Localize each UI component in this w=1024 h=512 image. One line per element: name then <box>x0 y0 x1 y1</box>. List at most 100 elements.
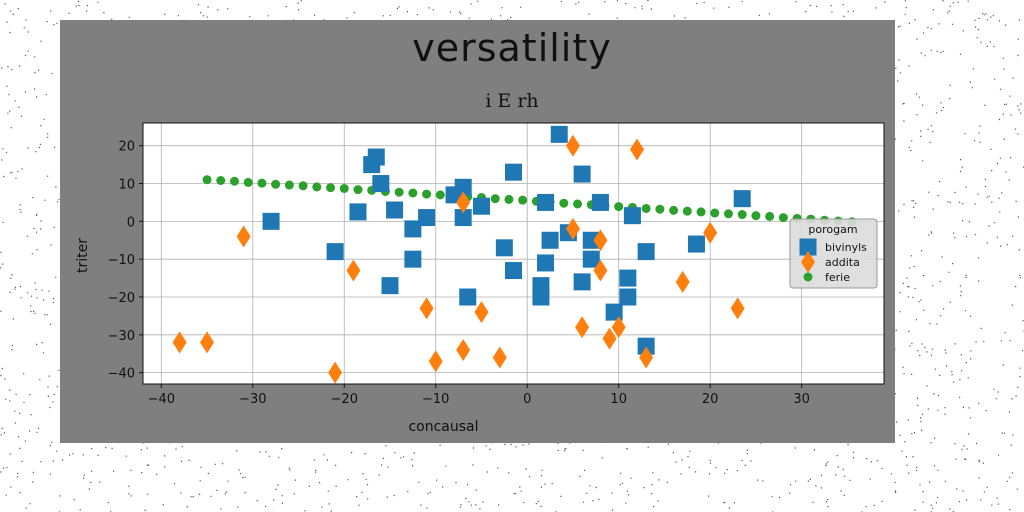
y-tick-label: 20 <box>118 140 135 155</box>
data-point-ferie <box>284 180 294 190</box>
data-point-ferie <box>559 198 569 208</box>
data-point-addita <box>419 297 434 320</box>
data-point-bivinyls <box>582 250 600 268</box>
data-point-addita <box>593 259 608 282</box>
data-point-ferie <box>298 181 308 191</box>
data-point-ferie <box>216 175 226 185</box>
data-point-ferie <box>504 194 514 204</box>
data-point-ferie <box>518 195 528 205</box>
legend-box <box>789 218 878 289</box>
data-point-ferie <box>710 208 720 218</box>
x-axis-label: concausal <box>408 419 478 435</box>
data-point-ferie <box>271 179 281 189</box>
series-bivinyls <box>262 125 751 355</box>
data-point-bivinyls <box>733 190 751 208</box>
data-point-addita <box>474 301 489 324</box>
data-point-addita <box>456 191 471 214</box>
x-tick-label: 10 <box>610 392 627 407</box>
data-point-ferie <box>765 211 775 221</box>
y-tick-label: 10 <box>118 178 135 193</box>
data-point-addita <box>630 138 644 161</box>
data-point-ferie <box>408 188 418 198</box>
data-point-addita <box>703 221 718 244</box>
legend: porogam bivinyls addita ferie <box>789 218 878 289</box>
y-tick-label: −10 <box>108 253 135 268</box>
data-point-ferie <box>422 189 432 199</box>
data-point-bivinyls <box>550 125 568 143</box>
x-tick-label: −40 <box>148 392 175 407</box>
legend-title: porogam <box>808 223 857 236</box>
legend-marker-ferie <box>803 272 813 282</box>
data-point-ferie <box>751 211 761 221</box>
data-point-ferie <box>655 204 665 214</box>
data-point-ferie <box>614 202 624 212</box>
legend-marker-addita <box>801 251 815 273</box>
data-point-ferie <box>229 176 239 186</box>
x-tick-label: −30 <box>239 392 266 407</box>
data-point-bivinyls <box>532 277 550 295</box>
data-point-addita <box>565 217 580 240</box>
data-point-bivinyls <box>573 165 591 183</box>
data-point-ferie <box>339 183 349 193</box>
data-point-bivinyls <box>591 193 609 211</box>
plot-area <box>143 123 884 384</box>
y-tick-label: 0 <box>127 215 135 230</box>
data-point-ferie <box>490 194 500 204</box>
data-point-bivinyls <box>349 203 367 221</box>
x-tick-label: −10 <box>422 392 449 407</box>
data-point-addita <box>639 346 654 369</box>
legend-label: bivinyls <box>825 241 867 254</box>
data-point-bivinyls <box>459 288 477 306</box>
data-point-ferie <box>573 199 583 209</box>
data-point-addita <box>593 229 608 252</box>
data-point-bivinyls <box>505 262 522 280</box>
data-point-bivinyls <box>637 243 655 261</box>
data-point-bivinyls <box>454 209 472 227</box>
data-point-bivinyls <box>495 239 513 257</box>
y-tick-label: −30 <box>108 329 135 344</box>
data-point-addita <box>565 134 580 157</box>
data-point-bivinyls <box>573 273 591 291</box>
data-point-bivinyls <box>582 231 600 249</box>
data-point-bivinyls <box>262 212 280 230</box>
legend-label: addita <box>825 256 860 269</box>
data-point-ferie <box>257 178 267 188</box>
data-point-bivinyls <box>505 163 522 181</box>
data-point-bivinyls <box>619 288 637 306</box>
data-point-bivinyls <box>637 337 655 355</box>
data-point-bivinyls <box>687 235 705 253</box>
data-point-ferie <box>202 175 212 185</box>
x-tick-label: 20 <box>702 392 719 407</box>
legend-marker-bivinyls <box>799 238 817 256</box>
y-axis-label: triter <box>75 238 91 273</box>
data-point-bivinyls <box>326 243 344 261</box>
data-point-bivinyls <box>404 220 422 238</box>
data-point-addita <box>346 259 361 282</box>
y-tick-label: −20 <box>108 291 135 306</box>
data-point-addita <box>675 270 690 293</box>
chart-subtitle: i E rh <box>485 90 539 112</box>
data-point-addita <box>236 225 251 248</box>
data-point-ferie <box>394 187 404 197</box>
data-point-ferie <box>312 182 322 192</box>
data-point-bivinyls <box>623 207 641 225</box>
legend-label: ferie <box>825 271 850 284</box>
data-point-ferie <box>737 210 747 220</box>
data-point-addita <box>602 327 617 350</box>
data-point-ferie <box>243 177 253 187</box>
data-point-ferie <box>723 209 733 219</box>
x-tick-label: −20 <box>331 392 358 407</box>
data-point-addita <box>730 297 745 320</box>
data-point-addita <box>172 331 187 354</box>
data-point-bivinyls <box>541 231 559 249</box>
data-point-addita <box>492 346 507 369</box>
data-point-bivinyls <box>454 178 472 196</box>
x-tick-label: 30 <box>793 392 810 407</box>
y-tick-label: −40 <box>108 367 135 382</box>
x-tick-label: 0 <box>523 392 531 407</box>
data-point-bivinyls <box>372 175 390 193</box>
data-point-bivinyls <box>386 201 404 219</box>
data-point-bivinyls <box>381 277 399 295</box>
data-point-addita <box>328 361 343 384</box>
